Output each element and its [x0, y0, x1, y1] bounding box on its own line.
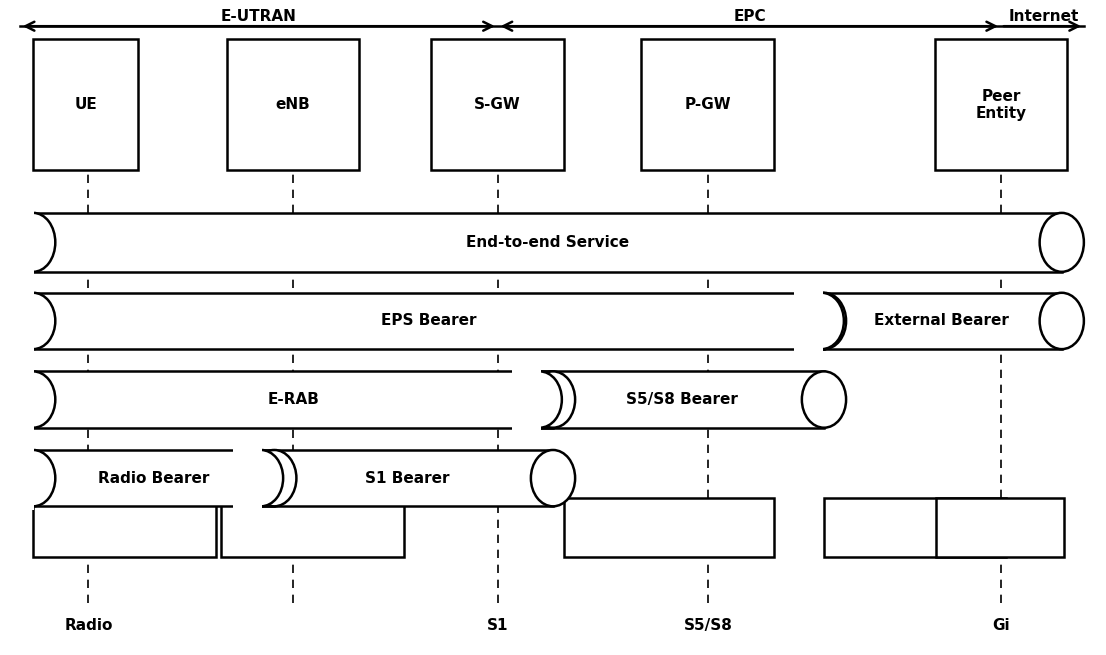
- Text: External Bearer: External Bearer: [875, 314, 1009, 328]
- Bar: [936, 498, 1064, 557]
- Text: EPS Bearer: EPS Bearer: [380, 314, 477, 328]
- Ellipse shape: [518, 371, 562, 428]
- Ellipse shape: [239, 450, 283, 506]
- Bar: [6, 368, 34, 431]
- Ellipse shape: [802, 293, 846, 349]
- Bar: [6, 290, 34, 352]
- Text: S5/S8: S5/S8: [684, 618, 732, 633]
- Bar: [221, 498, 404, 557]
- Ellipse shape: [11, 450, 55, 506]
- Bar: [540, 371, 824, 428]
- Ellipse shape: [1040, 213, 1084, 272]
- Text: End-to-end Service: End-to-end Service: [466, 235, 629, 250]
- Bar: [824, 498, 1006, 557]
- Ellipse shape: [531, 450, 575, 506]
- Text: Radio: Radio: [64, 618, 113, 633]
- Bar: [6, 447, 34, 510]
- Bar: [6, 210, 34, 275]
- Bar: [33, 39, 138, 170]
- Text: E-RAB: E-RAB: [268, 392, 319, 407]
- Text: P-GW: P-GW: [685, 98, 731, 112]
- Bar: [431, 39, 564, 170]
- Bar: [33, 498, 216, 557]
- Bar: [227, 39, 359, 170]
- Ellipse shape: [802, 371, 846, 428]
- Ellipse shape: [11, 293, 55, 349]
- Text: E-UTRAN: E-UTRAN: [221, 9, 296, 24]
- Ellipse shape: [800, 293, 844, 349]
- Bar: [935, 39, 1067, 170]
- Bar: [33, 293, 824, 349]
- Text: S-GW: S-GW: [474, 98, 521, 112]
- Text: Peer
Entity: Peer Entity: [975, 88, 1026, 121]
- Bar: [641, 39, 774, 170]
- Text: UE: UE: [74, 98, 97, 112]
- Text: eNB: eNB: [275, 98, 311, 112]
- Bar: [261, 450, 553, 506]
- Ellipse shape: [252, 450, 296, 506]
- Text: Radio Bearer: Radio Bearer: [98, 471, 209, 485]
- Bar: [822, 293, 1062, 349]
- Ellipse shape: [531, 371, 575, 428]
- Bar: [794, 290, 823, 352]
- Text: Gi: Gi: [992, 618, 1010, 633]
- Text: S1: S1: [487, 618, 509, 633]
- Bar: [564, 498, 774, 557]
- Ellipse shape: [11, 213, 55, 272]
- Ellipse shape: [11, 371, 55, 428]
- Text: Internet: Internet: [1009, 9, 1079, 24]
- Bar: [33, 213, 1062, 272]
- Bar: [33, 450, 274, 506]
- Bar: [33, 371, 553, 428]
- Text: EPC: EPC: [733, 9, 766, 24]
- Text: S1 Bearer: S1 Bearer: [365, 471, 449, 485]
- Text: S5/S8 Bearer: S5/S8 Bearer: [626, 392, 738, 407]
- Bar: [233, 447, 262, 510]
- Bar: [512, 368, 541, 431]
- Ellipse shape: [1040, 293, 1084, 349]
